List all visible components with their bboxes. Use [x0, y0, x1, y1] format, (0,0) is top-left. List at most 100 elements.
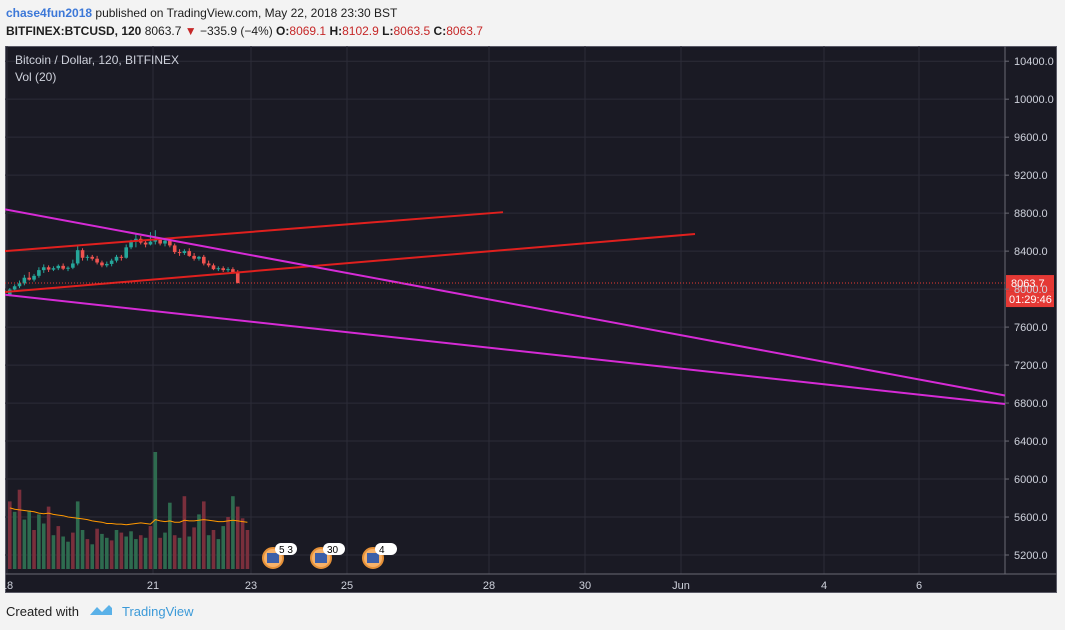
candle-body: [182, 251, 187, 254]
volume-bar: [235, 506, 240, 569]
candle-body: [206, 263, 211, 266]
current-price-marker: 8063.7 01:29:46: [5, 275, 1054, 308]
price-tag: [1006, 275, 1054, 292]
price-tick-label: 8000.0: [1014, 284, 1048, 296]
candle-body: [143, 242, 148, 245]
candle-body: [80, 250, 85, 258]
volume-bar: [61, 536, 65, 569]
candle-body: [66, 267, 70, 269]
price-tick-label: 9600.0: [1014, 132, 1048, 144]
volume-bar: [240, 518, 245, 569]
event-badges: 5 3 30 4: [262, 543, 397, 569]
candles: [8, 230, 240, 297]
created-with-text: Created with: [6, 604, 79, 619]
volume-bar: [129, 531, 133, 569]
candle-body: [202, 256, 206, 264]
price-tick-label: 10000.0: [1014, 94, 1054, 106]
time-tick-label: 23: [245, 580, 257, 592]
volume-bar: [168, 502, 172, 569]
volume-bar: [119, 532, 124, 569]
us-flag-icon: [267, 553, 279, 563]
volume-bar: [143, 537, 148, 569]
volume-bar: [153, 452, 158, 569]
symbol-label: BITFINEX:BTCUSD, 120: [6, 24, 142, 38]
candle-body: [105, 263, 109, 266]
volume-bar: [41, 523, 46, 569]
candle-body: [56, 265, 61, 269]
time-tick-label: 18: [5, 580, 13, 592]
current-price-label: 8063.7: [1011, 278, 1045, 290]
volume-bar: [8, 501, 12, 569]
candle-body: [226, 269, 230, 271]
event-count-badge: [275, 543, 297, 555]
volume-bar: [134, 539, 138, 569]
time-tick-label: 4: [821, 580, 827, 592]
candle-body: [168, 240, 172, 246]
candle-body: [114, 256, 119, 261]
tradingview-logo-icon: [89, 603, 113, 623]
volume-bar: [226, 517, 230, 569]
author-link[interactable]: chase4fun2018: [6, 6, 93, 20]
publication-line: chase4fun2018 published on TradingView.c…: [6, 4, 1056, 22]
event-count-badge: [323, 543, 345, 555]
published-text: published on TradingView.com, May 22, 20…: [95, 6, 398, 20]
candle-body: [187, 251, 192, 256]
volume-bar: [211, 530, 216, 569]
candle-body: [158, 239, 162, 244]
volume-bar: [27, 510, 31, 569]
ohlc-line: BITFINEX:BTCUSD, 120 8063.7 ▼ −335.9 (−4…: [6, 22, 1056, 40]
tradingview-link[interactable]: TradingView: [122, 604, 194, 619]
down-arrow-icon: ▼: [184, 24, 197, 38]
high-label: H:: [329, 24, 343, 38]
volume-bar: [245, 530, 250, 569]
candle-body: [95, 258, 99, 263]
volume-bar: [221, 526, 225, 569]
candle-body: [177, 252, 182, 254]
us-flag-icon: [315, 553, 327, 563]
candle-body: [153, 239, 158, 242]
price-tick-label: 8800.0: [1014, 208, 1048, 220]
price-tick-label: 8400.0: [1014, 246, 1048, 258]
candle-body: [197, 256, 201, 259]
trendlines: [5, 208, 1006, 406]
event-count-label: 4: [379, 545, 385, 556]
price-axis: 10400.0 10000.0 9600.0 9200.0 8800.0 8400.0 80…: [1005, 56, 1054, 562]
time-tick-label: Jun: [672, 580, 690, 592]
price-tick-label: 9200.0: [1014, 170, 1048, 182]
candle-body: [61, 265, 65, 269]
volume-bar: [177, 537, 182, 569]
candle-body: [163, 240, 167, 244]
volume-bar: [163, 532, 167, 569]
time-tick-label: 25: [341, 580, 353, 592]
chart-legend-title: Bitcoin / Dollar, 120, BITFINEX: [15, 53, 179, 67]
candle-body: [109, 260, 114, 264]
volume-bar: [95, 528, 99, 569]
candle-body: [192, 255, 196, 259]
volume-bar: [90, 544, 95, 569]
volume-bar: [114, 530, 119, 569]
volume-bar: [187, 536, 192, 569]
volume-bar: [192, 527, 196, 569]
volume-bar: [172, 535, 177, 569]
price-tick-label: 6400.0: [1014, 436, 1048, 448]
close-value: 8063.7: [446, 24, 483, 38]
volume-bar: [80, 530, 85, 569]
volume-bar: [206, 535, 211, 569]
candle-body: [51, 268, 56, 270]
open-label: O:: [276, 24, 290, 38]
candle-body: [46, 267, 51, 270]
volume-bar: [56, 526, 61, 569]
price-chart[interactable]: 8063.7 01:29:46 10400.0 10000.0 9600.0 9200.…: [5, 46, 1057, 593]
last-price: 8063.7: [144, 24, 182, 38]
volume-bars: [8, 452, 250, 569]
time-tick-label: 30: [579, 580, 591, 592]
candle-body: [231, 269, 235, 273]
candle-body: [221, 268, 225, 271]
candle-body: [71, 263, 75, 268]
volume-bar: [46, 506, 51, 569]
volume-bar: [197, 514, 201, 569]
close-label: C:: [433, 24, 447, 38]
price-tick-label: 10400.0: [1014, 56, 1054, 68]
candle-body: [12, 286, 17, 290]
red-trendline: [5, 233, 696, 293]
